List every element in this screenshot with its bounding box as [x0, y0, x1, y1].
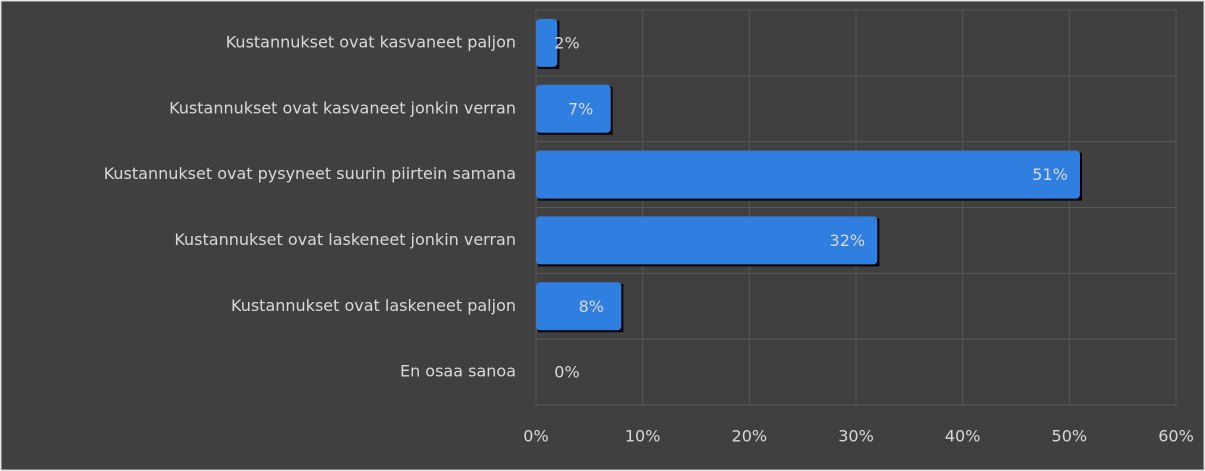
y-tick-label: En osaa sanoa	[400, 362, 516, 381]
data-label: 7%	[568, 99, 593, 118]
y-tick-label: Kustannukset ovat laskeneet paljon	[231, 296, 516, 315]
x-tick-label: 30%	[838, 427, 874, 446]
x-tick-label: 0%	[523, 427, 548, 446]
data-label: 32%	[830, 231, 866, 250]
y-tick-label: Kustannukset ovat kasvaneet paljon	[226, 32, 516, 51]
data-label: 8%	[579, 297, 604, 316]
bar	[536, 18, 558, 67]
data-label: 2%	[554, 33, 579, 52]
y-tick-label: Kustannukset ovat pysyneet suurin piirte…	[104, 164, 516, 183]
bar	[536, 150, 1080, 199]
bar	[536, 84, 611, 133]
data-label: 0%	[554, 363, 579, 382]
x-tick-label: 60%	[1158, 427, 1194, 446]
y-tick-label: Kustannukset ovat kasvaneet jonkin verra…	[169, 98, 516, 117]
y-tick-label: Kustannukset ovat laskeneet jonkin verra…	[174, 230, 516, 249]
x-tick-label: 40%	[945, 427, 981, 446]
bar	[536, 282, 622, 331]
x-tick-label: 10%	[625, 427, 661, 446]
bar	[536, 216, 878, 265]
x-tick-label: 20%	[732, 427, 768, 446]
data-label: 51%	[1032, 165, 1068, 184]
x-tick-label: 50%	[1052, 427, 1088, 446]
